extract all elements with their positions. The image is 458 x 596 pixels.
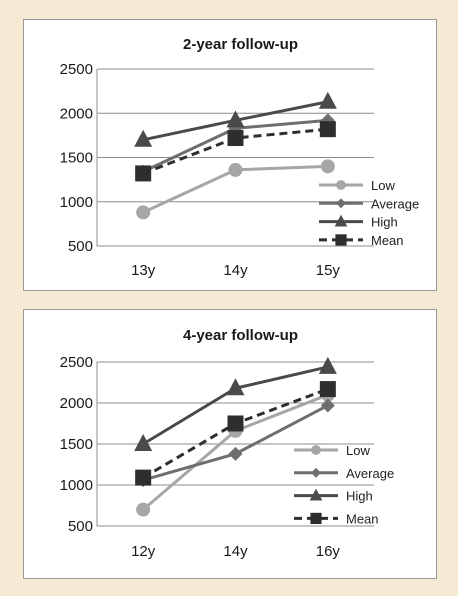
chart-panel-2-year: 2-year follow-up 500 1000 1500 2000 2500 13y 14… bbox=[23, 19, 437, 291]
legend-item: Average bbox=[319, 196, 419, 211]
data-point bbox=[135, 165, 152, 182]
data-point bbox=[226, 110, 245, 128]
data-point bbox=[228, 162, 243, 177]
chart-title: 4-year follow-up bbox=[183, 327, 298, 344]
x-tick-label: 15y bbox=[316, 262, 341, 279]
legend-label: High bbox=[371, 215, 398, 230]
y-tick-label: 2500 bbox=[60, 354, 93, 371]
data-point bbox=[318, 91, 337, 109]
series-high bbox=[134, 356, 337, 451]
legend-label: Average bbox=[371, 196, 419, 211]
data-point bbox=[320, 398, 335, 413]
data-point bbox=[134, 434, 153, 451]
x-tick-label: 14y bbox=[223, 543, 248, 560]
y-tick-label: 2000 bbox=[60, 105, 93, 122]
data-point bbox=[319, 121, 336, 138]
legend-label: High bbox=[346, 489, 373, 504]
data-point bbox=[319, 381, 336, 398]
data-point bbox=[320, 159, 335, 174]
legend-marker bbox=[309, 488, 323, 501]
legend-label: Mean bbox=[371, 233, 404, 248]
x-tick-label: 16y bbox=[316, 543, 341, 560]
legend-label: Average bbox=[346, 466, 394, 481]
gridlines bbox=[97, 68, 374, 247]
y-tick-label: 1000 bbox=[60, 194, 93, 211]
chart-4-year-follow-up: 4-year follow-up 500 1000 1500 2000 2500 12y 14… bbox=[60, 327, 395, 560]
legend-item: Low bbox=[319, 178, 395, 193]
legend-label: Low bbox=[346, 443, 370, 458]
x-axis-ticks: 12y 14y 16y bbox=[131, 543, 340, 560]
legend-item: Average bbox=[294, 466, 394, 481]
y-tick-label: 1500 bbox=[60, 150, 93, 167]
legend-marker bbox=[336, 180, 346, 190]
x-tick-label: 12y bbox=[131, 543, 156, 560]
legend: Low Average High Mean bbox=[294, 443, 394, 526]
data-point bbox=[136, 502, 151, 517]
series-high bbox=[134, 91, 337, 147]
x-tick-label: 14y bbox=[223, 262, 248, 279]
legend-label: Mean bbox=[346, 511, 379, 526]
legend-marker bbox=[311, 445, 321, 455]
y-axis-ticks: 500 1000 1500 2000 2500 bbox=[60, 354, 93, 535]
y-tick-label: 500 bbox=[68, 518, 93, 535]
chart-panel-4-year: 4-year follow-up 500 1000 1500 2000 2500 12y 14… bbox=[23, 309, 437, 579]
data-point bbox=[227, 415, 244, 432]
legend-marker bbox=[334, 214, 348, 227]
legend-item: Mean bbox=[294, 511, 379, 526]
y-tick-label: 1000 bbox=[60, 477, 93, 494]
legend-marker bbox=[311, 467, 321, 478]
chart-2-year-follow-up: 2-year follow-up 500 1000 1500 2000 2500 13y 14… bbox=[60, 36, 420, 279]
y-tick-label: 500 bbox=[68, 238, 93, 255]
legend: Low Average High Mean bbox=[319, 178, 419, 248]
legend-item: Mean bbox=[319, 233, 404, 248]
x-axis-ticks: 13y 14y 15y bbox=[131, 262, 340, 279]
data-point bbox=[134, 129, 153, 147]
data-point bbox=[226, 378, 245, 396]
y-tick-label: 1500 bbox=[60, 436, 93, 453]
legend-marker bbox=[310, 512, 322, 524]
data-point bbox=[228, 446, 243, 461]
legend-item: High bbox=[319, 214, 398, 230]
chart-title: 2-year follow-up bbox=[183, 36, 298, 53]
legend-item: High bbox=[294, 488, 373, 504]
legend-marker bbox=[335, 234, 347, 246]
legend-item: Low bbox=[294, 443, 370, 458]
x-tick-label: 13y bbox=[131, 262, 156, 279]
data-point bbox=[227, 130, 244, 147]
data-point bbox=[318, 356, 337, 374]
y-axis-ticks: 500 1000 1500 2000 2500 bbox=[60, 61, 93, 255]
series-mean bbox=[135, 121, 336, 182]
legend-label: Low bbox=[371, 178, 395, 193]
data-point bbox=[135, 469, 152, 486]
series-low bbox=[136, 159, 335, 220]
y-tick-label: 2000 bbox=[60, 395, 93, 412]
y-tick-label: 2500 bbox=[60, 61, 93, 78]
data-point bbox=[136, 205, 151, 220]
series-mean bbox=[135, 381, 336, 486]
legend-marker bbox=[336, 198, 346, 209]
